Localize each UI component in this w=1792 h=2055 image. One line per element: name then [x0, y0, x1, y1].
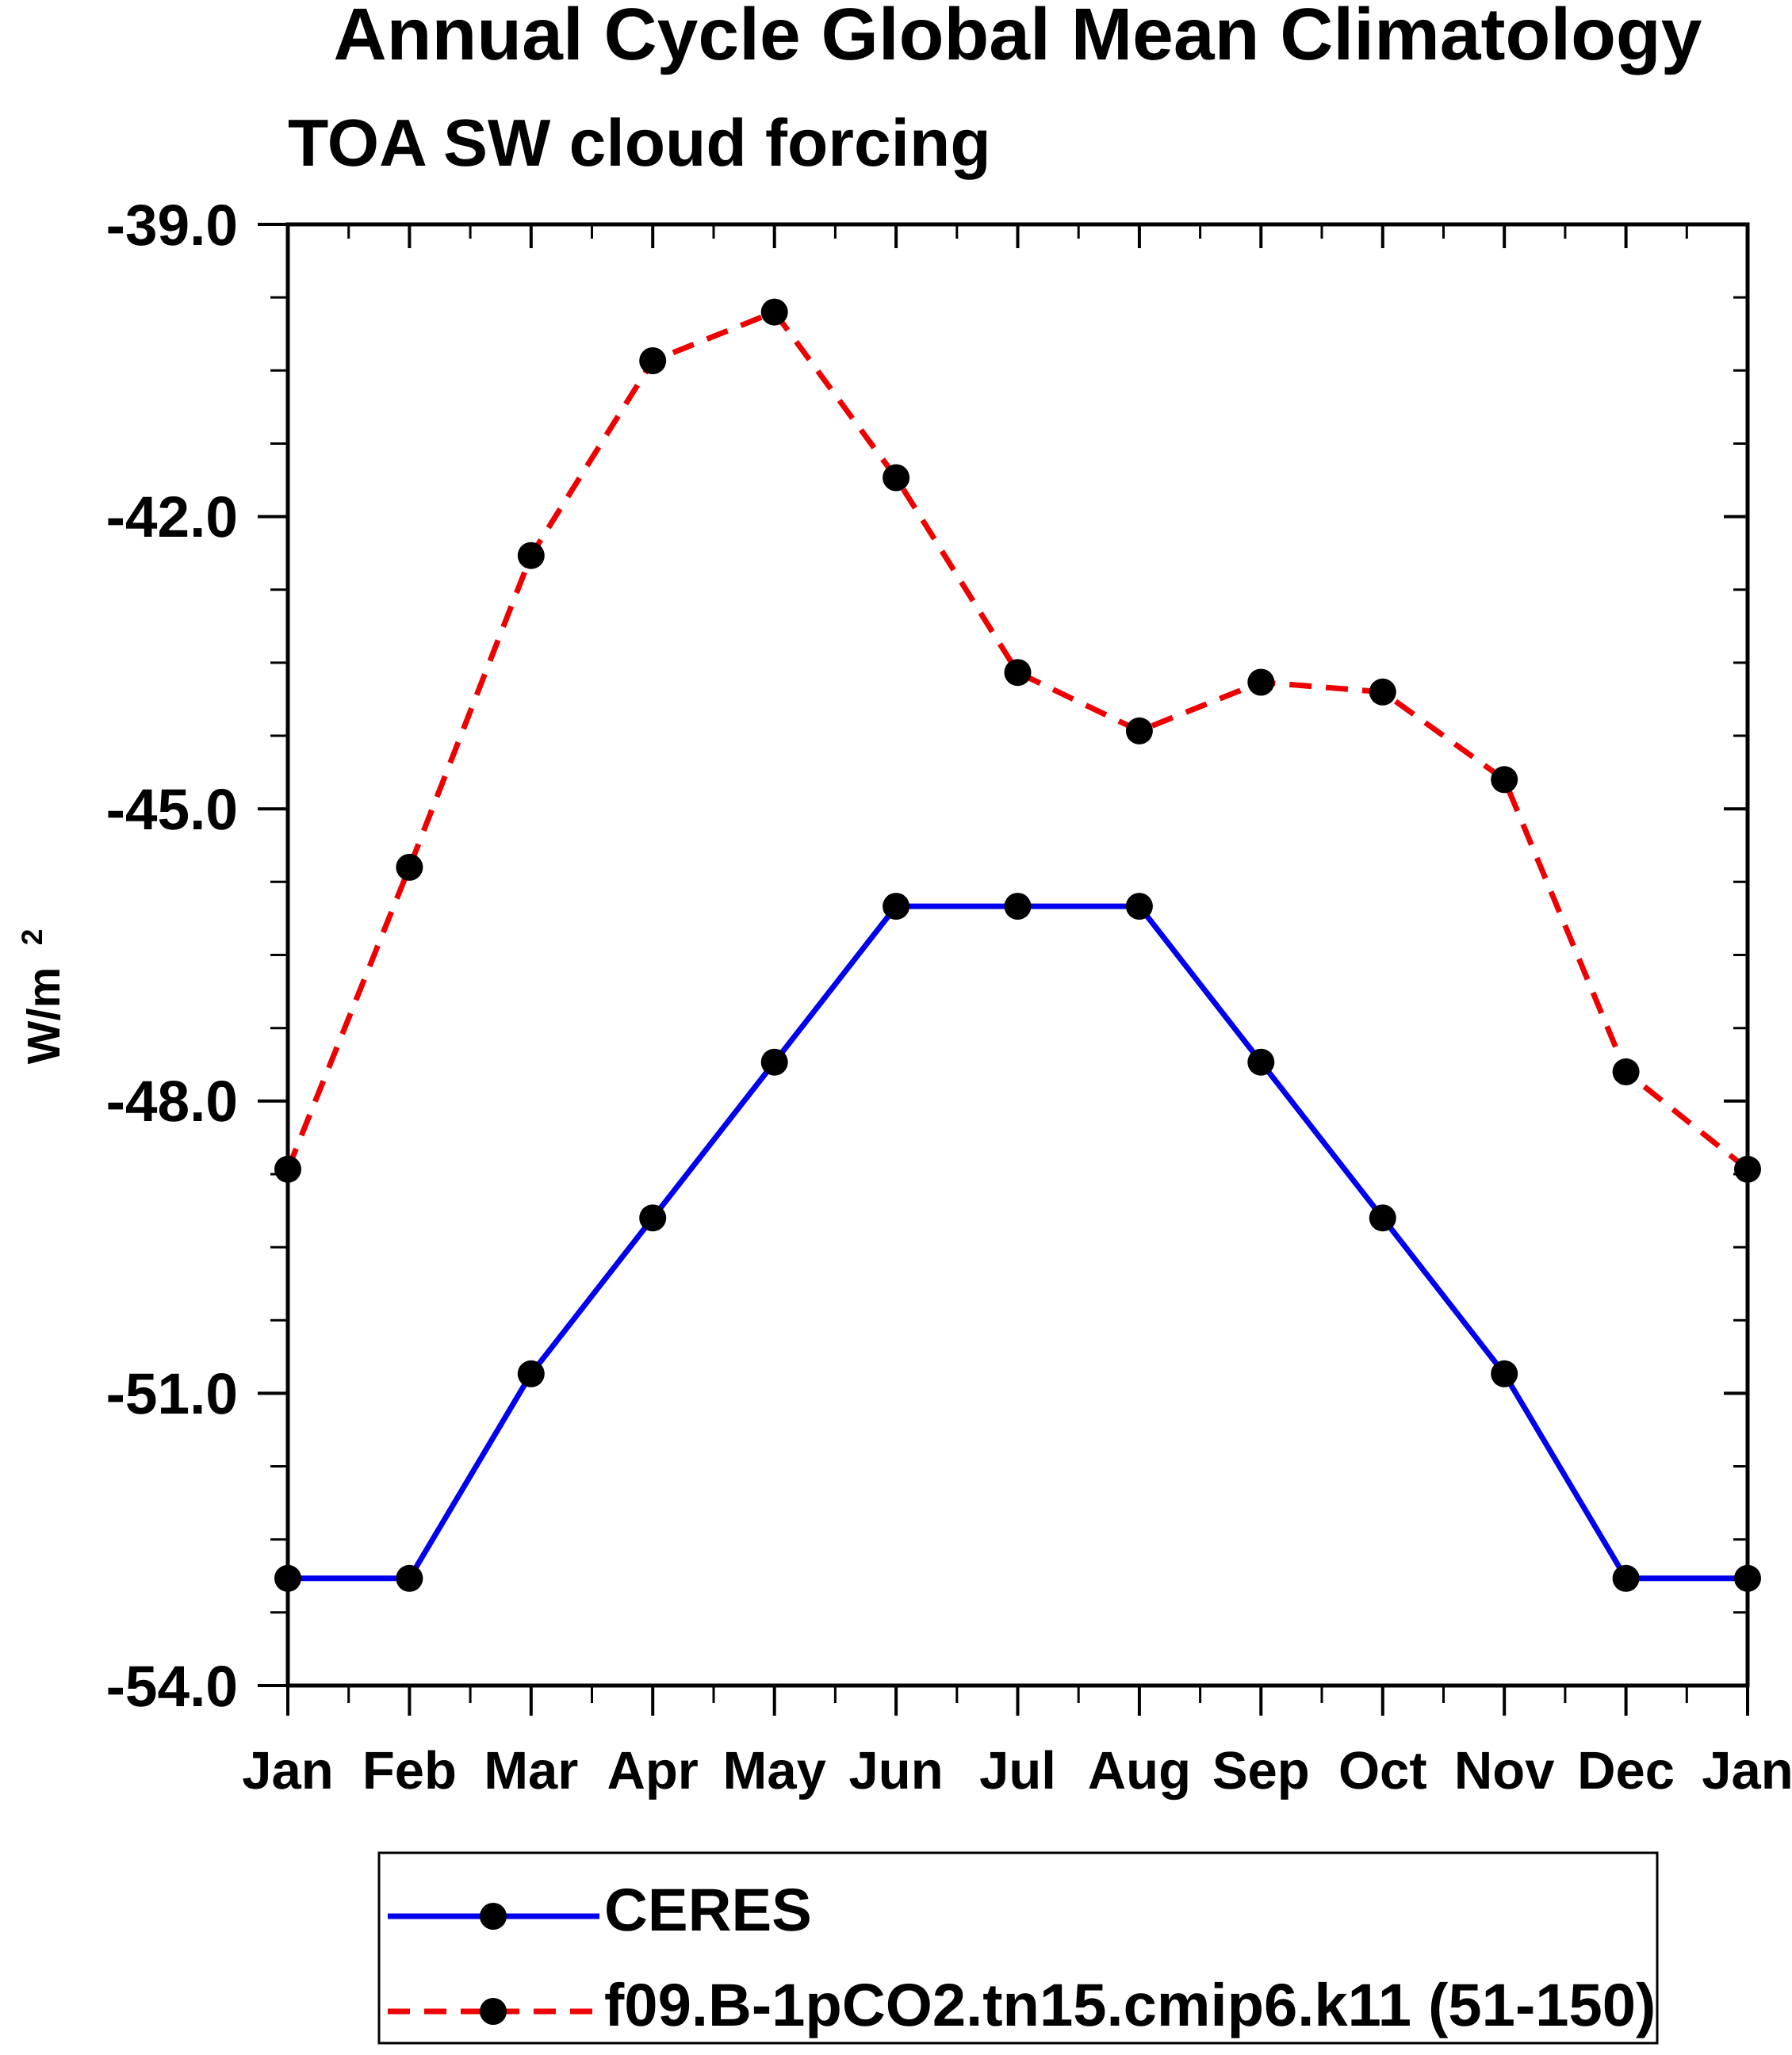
svg-text:W/m: W/m: [18, 967, 70, 1064]
svg-text:2: 2: [16, 929, 48, 946]
